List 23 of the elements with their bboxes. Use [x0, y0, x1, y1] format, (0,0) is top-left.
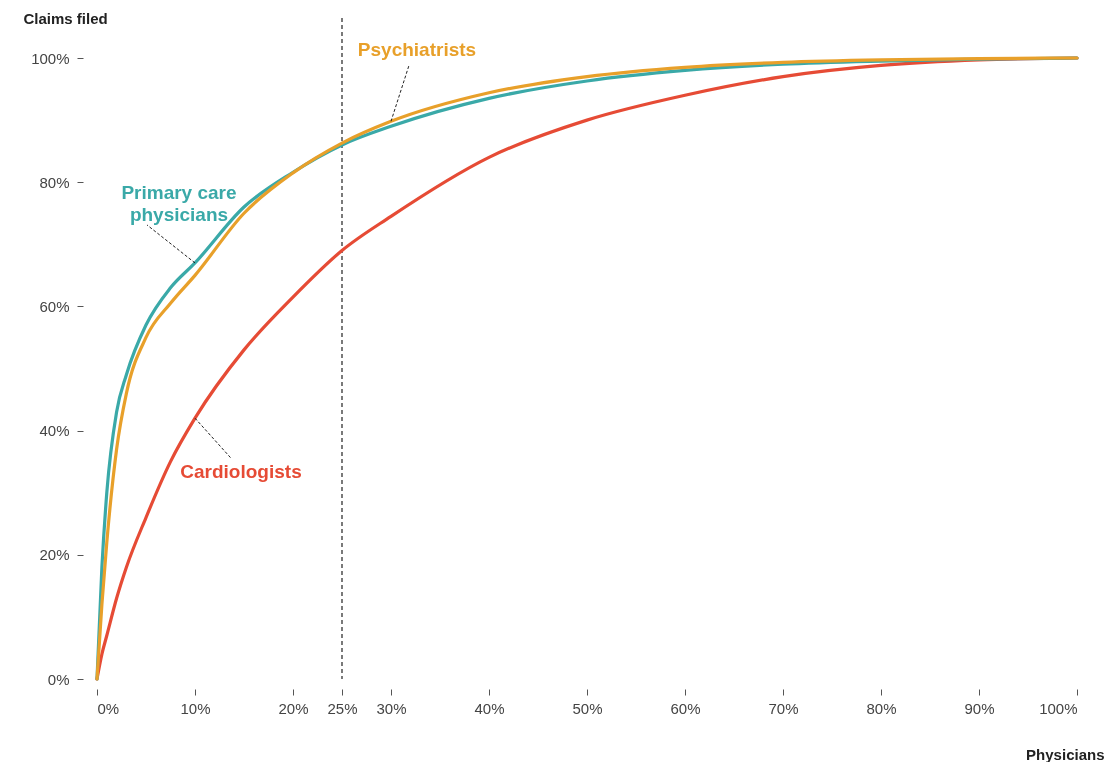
x-tick-label: 80%	[866, 699, 897, 717]
x-tick-label: 40%	[474, 699, 505, 717]
series-label: Primary care physicians	[121, 181, 237, 225]
x-tick-label: 60%	[670, 699, 701, 717]
y-axis-title: Claims filed	[23, 9, 108, 27]
y-tick-label: 20%	[39, 546, 70, 564]
x-tick-label: 30%	[376, 699, 407, 717]
y-tick-label: 80%	[39, 173, 70, 191]
y-tick-label: 40%	[39, 422, 70, 440]
x-tick-label: 90%	[964, 699, 995, 717]
y-tick-label: 60%	[39, 297, 70, 315]
y-tick-label: 0%	[47, 670, 70, 688]
x-tick-label: 10%	[180, 699, 211, 717]
series-label: Psychiatrists	[357, 39, 477, 61]
x-tick-label: 0%	[97, 699, 120, 717]
series-label: Cardiologists	[180, 461, 302, 483]
y-tick-label: 100%	[31, 49, 70, 67]
x-tick-label: 100%	[1039, 699, 1078, 717]
x-tick-label: 50%	[572, 699, 603, 717]
x-tick-label: 70%	[768, 699, 799, 717]
x-tick-label: 25%	[327, 699, 358, 717]
x-tick-label: 20%	[278, 699, 309, 717]
x-axis-title: Physicians	[1026, 745, 1105, 762]
